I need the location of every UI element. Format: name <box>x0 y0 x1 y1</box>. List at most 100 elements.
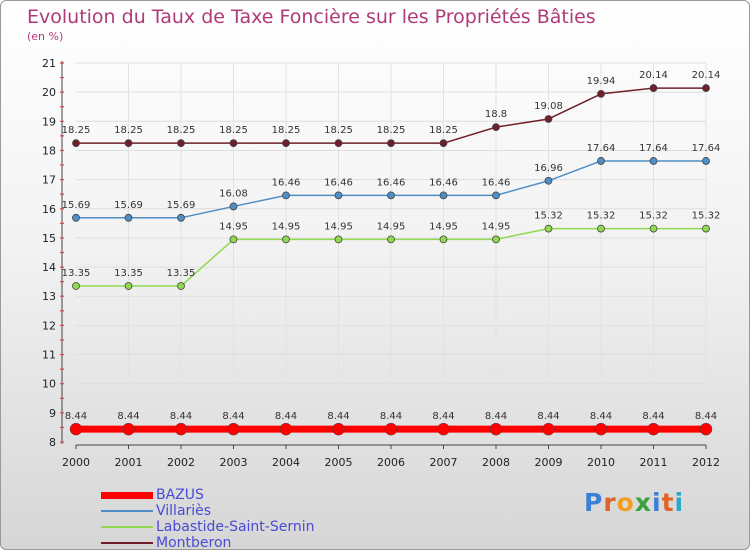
data-point <box>177 139 185 148</box>
data-label: 16.46 <box>429 177 458 188</box>
data-label: 14.95 <box>429 221 458 232</box>
data-point <box>544 224 553 233</box>
data-point <box>439 191 448 200</box>
data-point <box>647 422 660 436</box>
logo-letter: o <box>616 488 635 517</box>
data-point <box>177 213 185 222</box>
unit-label: (en %) <box>27 30 64 43</box>
legend-item: Labastide-Saint-Sernin <box>101 519 314 535</box>
data-label: 14.95 <box>482 221 511 232</box>
data-label: 18.8 <box>485 109 507 120</box>
data-point <box>282 139 290 148</box>
data-point <box>699 422 713 436</box>
data-point <box>282 191 290 200</box>
logo-letter: r <box>603 488 617 517</box>
y-tick-label: 16 <box>42 203 56 216</box>
y-tick-label: 8 <box>49 436 56 449</box>
data-point <box>702 224 710 233</box>
y-tick-label: 15 <box>42 232 56 245</box>
data-point <box>334 139 343 148</box>
legend-label: Montberon <box>156 535 232 550</box>
legend-label: Labastide-Saint-Sernin <box>156 519 315 535</box>
data-point <box>439 235 448 244</box>
y-tick-label: 11 <box>42 349 56 362</box>
data-label: 19.94 <box>587 76 616 87</box>
data-label: 20.14 <box>639 70 668 81</box>
data-point <box>492 123 500 132</box>
data-label: 15.32 <box>639 211 668 222</box>
data-point <box>122 422 135 436</box>
data-label: 14.95 <box>272 221 301 232</box>
logo-letter: t <box>661 488 675 517</box>
data-point <box>492 235 500 244</box>
axes: 8 9 10 11 12 13 14 15 16 17 18 19 20 21 2000 2001 2002 20… <box>42 57 720 469</box>
x-tick-label: 2008 <box>482 456 510 469</box>
legend-swatch <box>101 491 153 499</box>
data-label: 8.44 <box>117 411 139 422</box>
data-labels: 18.25 18.25 18.25 18.25 18.25 18.25 18.25 18.25… <box>62 70 721 422</box>
data-label: 19.08 <box>534 101 563 112</box>
data-label: 15.69 <box>62 200 91 211</box>
data-point <box>649 157 658 165</box>
x-tick-label: 2005 <box>325 456 353 469</box>
data-label: 8.44 <box>222 411 244 422</box>
x-tick-label: 2002 <box>167 456 195 469</box>
data-point <box>649 84 658 92</box>
data-label: 8.44 <box>65 411 87 422</box>
x-tick-label: 2009 <box>535 456 563 469</box>
data-label: 8.44 <box>275 411 297 422</box>
y-tick-label: 18 <box>42 144 56 157</box>
data-point <box>597 157 605 165</box>
y-tick-label: 14 <box>42 261 56 274</box>
data-point <box>439 139 448 148</box>
data-point <box>72 213 80 222</box>
legend: BAZUS Villariès Labastide-Saint-Sernin Mont… <box>101 487 314 550</box>
data-label: 15.32 <box>587 211 616 222</box>
y-tick-label: 10 <box>42 378 56 391</box>
x-tick-label: 2012 <box>692 456 720 469</box>
data-label: 17.64 <box>639 143 668 154</box>
legend-item: Villariès <box>101 503 314 519</box>
data-point <box>649 224 658 233</box>
x-tick-label: 2001 <box>115 456 143 469</box>
data-point <box>492 191 500 200</box>
grid <box>76 62 707 442</box>
data-point <box>229 202 238 211</box>
data-point <box>489 422 503 436</box>
data-point <box>282 235 290 244</box>
data-point <box>387 191 395 200</box>
data-point <box>332 422 345 436</box>
x-tick-label: 2000 <box>62 456 90 469</box>
data-point <box>279 422 293 436</box>
data-label: 18.25 <box>429 125 458 136</box>
data-label: 18.25 <box>167 125 196 136</box>
data-label: 16.08 <box>219 188 248 199</box>
data-point <box>69 422 83 436</box>
series <box>69 84 713 436</box>
data-label: 18.25 <box>272 125 301 136</box>
proxiti-logo: Proxiti <box>584 488 684 517</box>
data-label: 16.46 <box>272 177 301 188</box>
data-point <box>387 139 395 148</box>
data-label: 18.25 <box>62 125 91 136</box>
data-point <box>177 282 185 290</box>
y-tick-label: 20 <box>42 86 56 99</box>
x-tick-label: 2011 <box>640 456 668 469</box>
data-label: 17.64 <box>587 143 616 154</box>
data-label: 13.35 <box>167 268 196 279</box>
data-label: 16.46 <box>482 177 511 188</box>
legend-swatch <box>101 542 153 544</box>
legend-label: Villariès <box>156 503 212 519</box>
y-tick-label: 19 <box>42 115 56 128</box>
data-label: 15.32 <box>692 211 721 222</box>
x-tick-label: 2006 <box>377 456 405 469</box>
y-tick-label: 9 <box>49 407 56 420</box>
data-label: 15.32 <box>534 211 563 222</box>
data-label: 8.44 <box>485 411 507 422</box>
data-point <box>229 139 238 148</box>
data-point <box>542 422 555 436</box>
x-tick-label: 2004 <box>272 456 300 469</box>
chart-title: Evolution du Taux de Taxe Foncière sur l… <box>27 6 596 28</box>
data-label: 14.95 <box>219 221 248 232</box>
data-point <box>124 282 133 290</box>
